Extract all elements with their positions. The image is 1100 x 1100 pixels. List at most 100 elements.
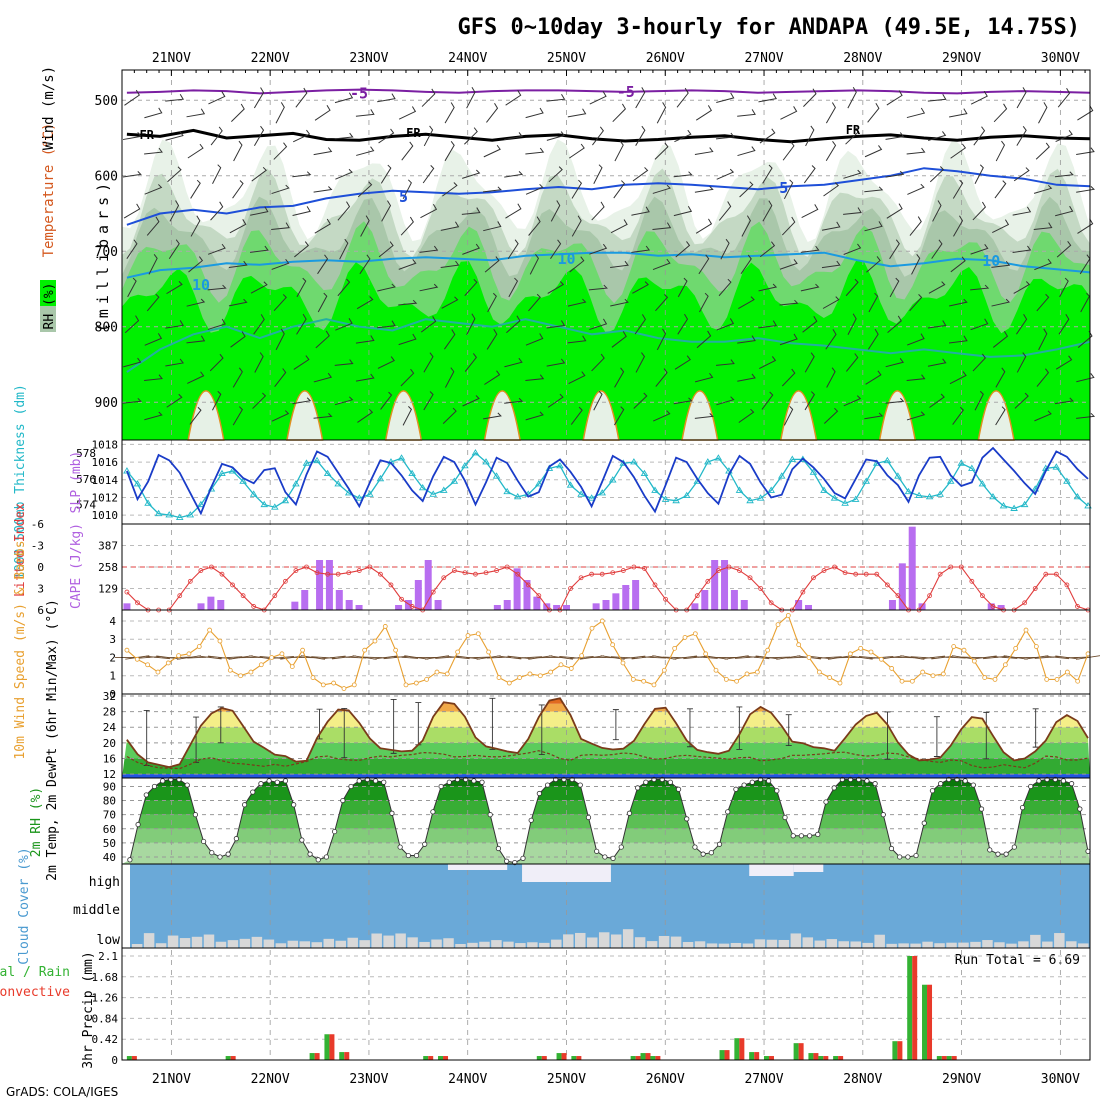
contour-label: FR <box>846 123 861 137</box>
wind-barb <box>716 92 735 103</box>
wind-barb <box>1056 240 1072 258</box>
precip-total-bar <box>749 1052 755 1060</box>
rh-point <box>635 785 641 791</box>
wind-barb <box>1016 352 1027 373</box>
wind-barb <box>337 201 351 221</box>
pressure-axis-label: (millibars) <box>94 178 112 332</box>
wind-barb <box>1033 222 1053 230</box>
wind-speed-point <box>413 680 419 686</box>
date-label-top: 26NOV <box>646 51 685 66</box>
temperature-legend: Temperature (°C) <box>41 123 57 258</box>
thickness-point <box>260 500 269 508</box>
wind-barb <box>613 406 625 426</box>
surface-wind-barb <box>507 655 532 660</box>
wind-barb <box>296 313 307 335</box>
rh-point <box>151 783 158 790</box>
wind-barb <box>779 333 798 346</box>
wind-barb <box>652 222 672 230</box>
slp-label: SLP (mb) <box>69 451 84 514</box>
lifted-index-point <box>219 571 225 577</box>
wind-speed-point <box>434 669 440 675</box>
rh-point <box>233 836 239 842</box>
wind-barb <box>568 143 585 159</box>
wind-barb <box>1076 373 1095 383</box>
rh-point <box>143 792 149 798</box>
wind-speed-point <box>258 662 264 668</box>
thickness-point <box>1020 500 1029 508</box>
wind-barb <box>148 254 158 275</box>
wind-barb <box>991 298 1011 307</box>
wind-speed-point <box>124 647 130 653</box>
low-cloud-bar <box>275 943 287 948</box>
wind-barb <box>295 87 308 108</box>
lifted-index-point <box>747 575 753 581</box>
low-cloud-bar <box>371 933 382 948</box>
wind-speed-point <box>589 625 595 631</box>
rh-point <box>880 812 886 818</box>
date-label-top: 22NOV <box>251 51 290 66</box>
cape-bar <box>701 590 709 610</box>
slp-tick: 1014 <box>92 474 119 487</box>
wind-speed-point <box>889 666 895 671</box>
surface-wind-barb <box>941 656 966 659</box>
rh-point <box>749 779 755 785</box>
low-cloud-bar <box>203 934 215 948</box>
low-cloud-bar <box>503 941 514 948</box>
wind-speed-point <box>537 673 543 679</box>
thickness-point <box>788 455 797 462</box>
wind-barb <box>1013 167 1030 182</box>
wind-speed-point <box>279 651 285 657</box>
rh-point <box>184 782 190 788</box>
minmax-whisker <box>489 697 496 750</box>
wind-barb <box>610 219 628 234</box>
wind-speed-point <box>723 676 729 682</box>
wind-barb <box>568 371 586 385</box>
thickness-point <box>302 459 311 466</box>
cape-bar <box>592 603 600 610</box>
rh-point <box>577 782 583 788</box>
wind-speed-point <box>176 653 182 659</box>
wind-barb <box>632 281 649 294</box>
low-cloud-bar <box>730 942 742 948</box>
low-cloud-bar <box>1054 933 1065 948</box>
wind-barb <box>506 315 521 334</box>
thickness-point <box>915 491 923 499</box>
rh-tick: 80 <box>103 795 116 808</box>
wind-barb <box>1012 206 1032 216</box>
rh-point <box>806 833 813 839</box>
wind-barb <box>334 359 354 366</box>
thickness-point <box>450 477 459 484</box>
wind-barb <box>779 259 798 270</box>
wind-barb <box>504 357 523 368</box>
rh-line <box>129 778 1089 864</box>
surface-wind-barb <box>848 655 873 660</box>
lifted-index-point <box>1064 582 1070 588</box>
low-cloud-bar <box>515 943 526 948</box>
surface-wind-barb <box>693 656 718 659</box>
wind-speed-point <box>165 660 171 666</box>
wind-barb <box>423 352 434 373</box>
thickness-point <box>809 468 818 475</box>
low-cloud-bar <box>407 937 418 948</box>
lifted-index-point <box>663 596 668 602</box>
low-cloud-bar <box>227 940 239 948</box>
surface-wind-barb <box>972 655 997 660</box>
cape-bar <box>632 580 640 610</box>
wind-barb <box>699 292 709 313</box>
temperature-band <box>122 727 1090 743</box>
wind-speed-point <box>207 627 213 633</box>
wind-barb <box>593 390 603 411</box>
thickness-point <box>175 513 184 520</box>
wind-barb <box>126 239 138 259</box>
rh-band <box>122 842 1090 864</box>
rh-point <box>929 788 936 794</box>
wind-barb <box>504 170 524 178</box>
wind-barb <box>462 395 480 407</box>
rh-point <box>626 810 633 816</box>
date-label-top: 30NOV <box>1041 51 1080 66</box>
pressure-tick: 600 <box>95 170 118 185</box>
wind-barb <box>146 216 160 236</box>
contour-label: 10 <box>557 250 575 268</box>
wind-barb <box>972 201 987 221</box>
precip-convective-bar <box>428 1056 434 1060</box>
